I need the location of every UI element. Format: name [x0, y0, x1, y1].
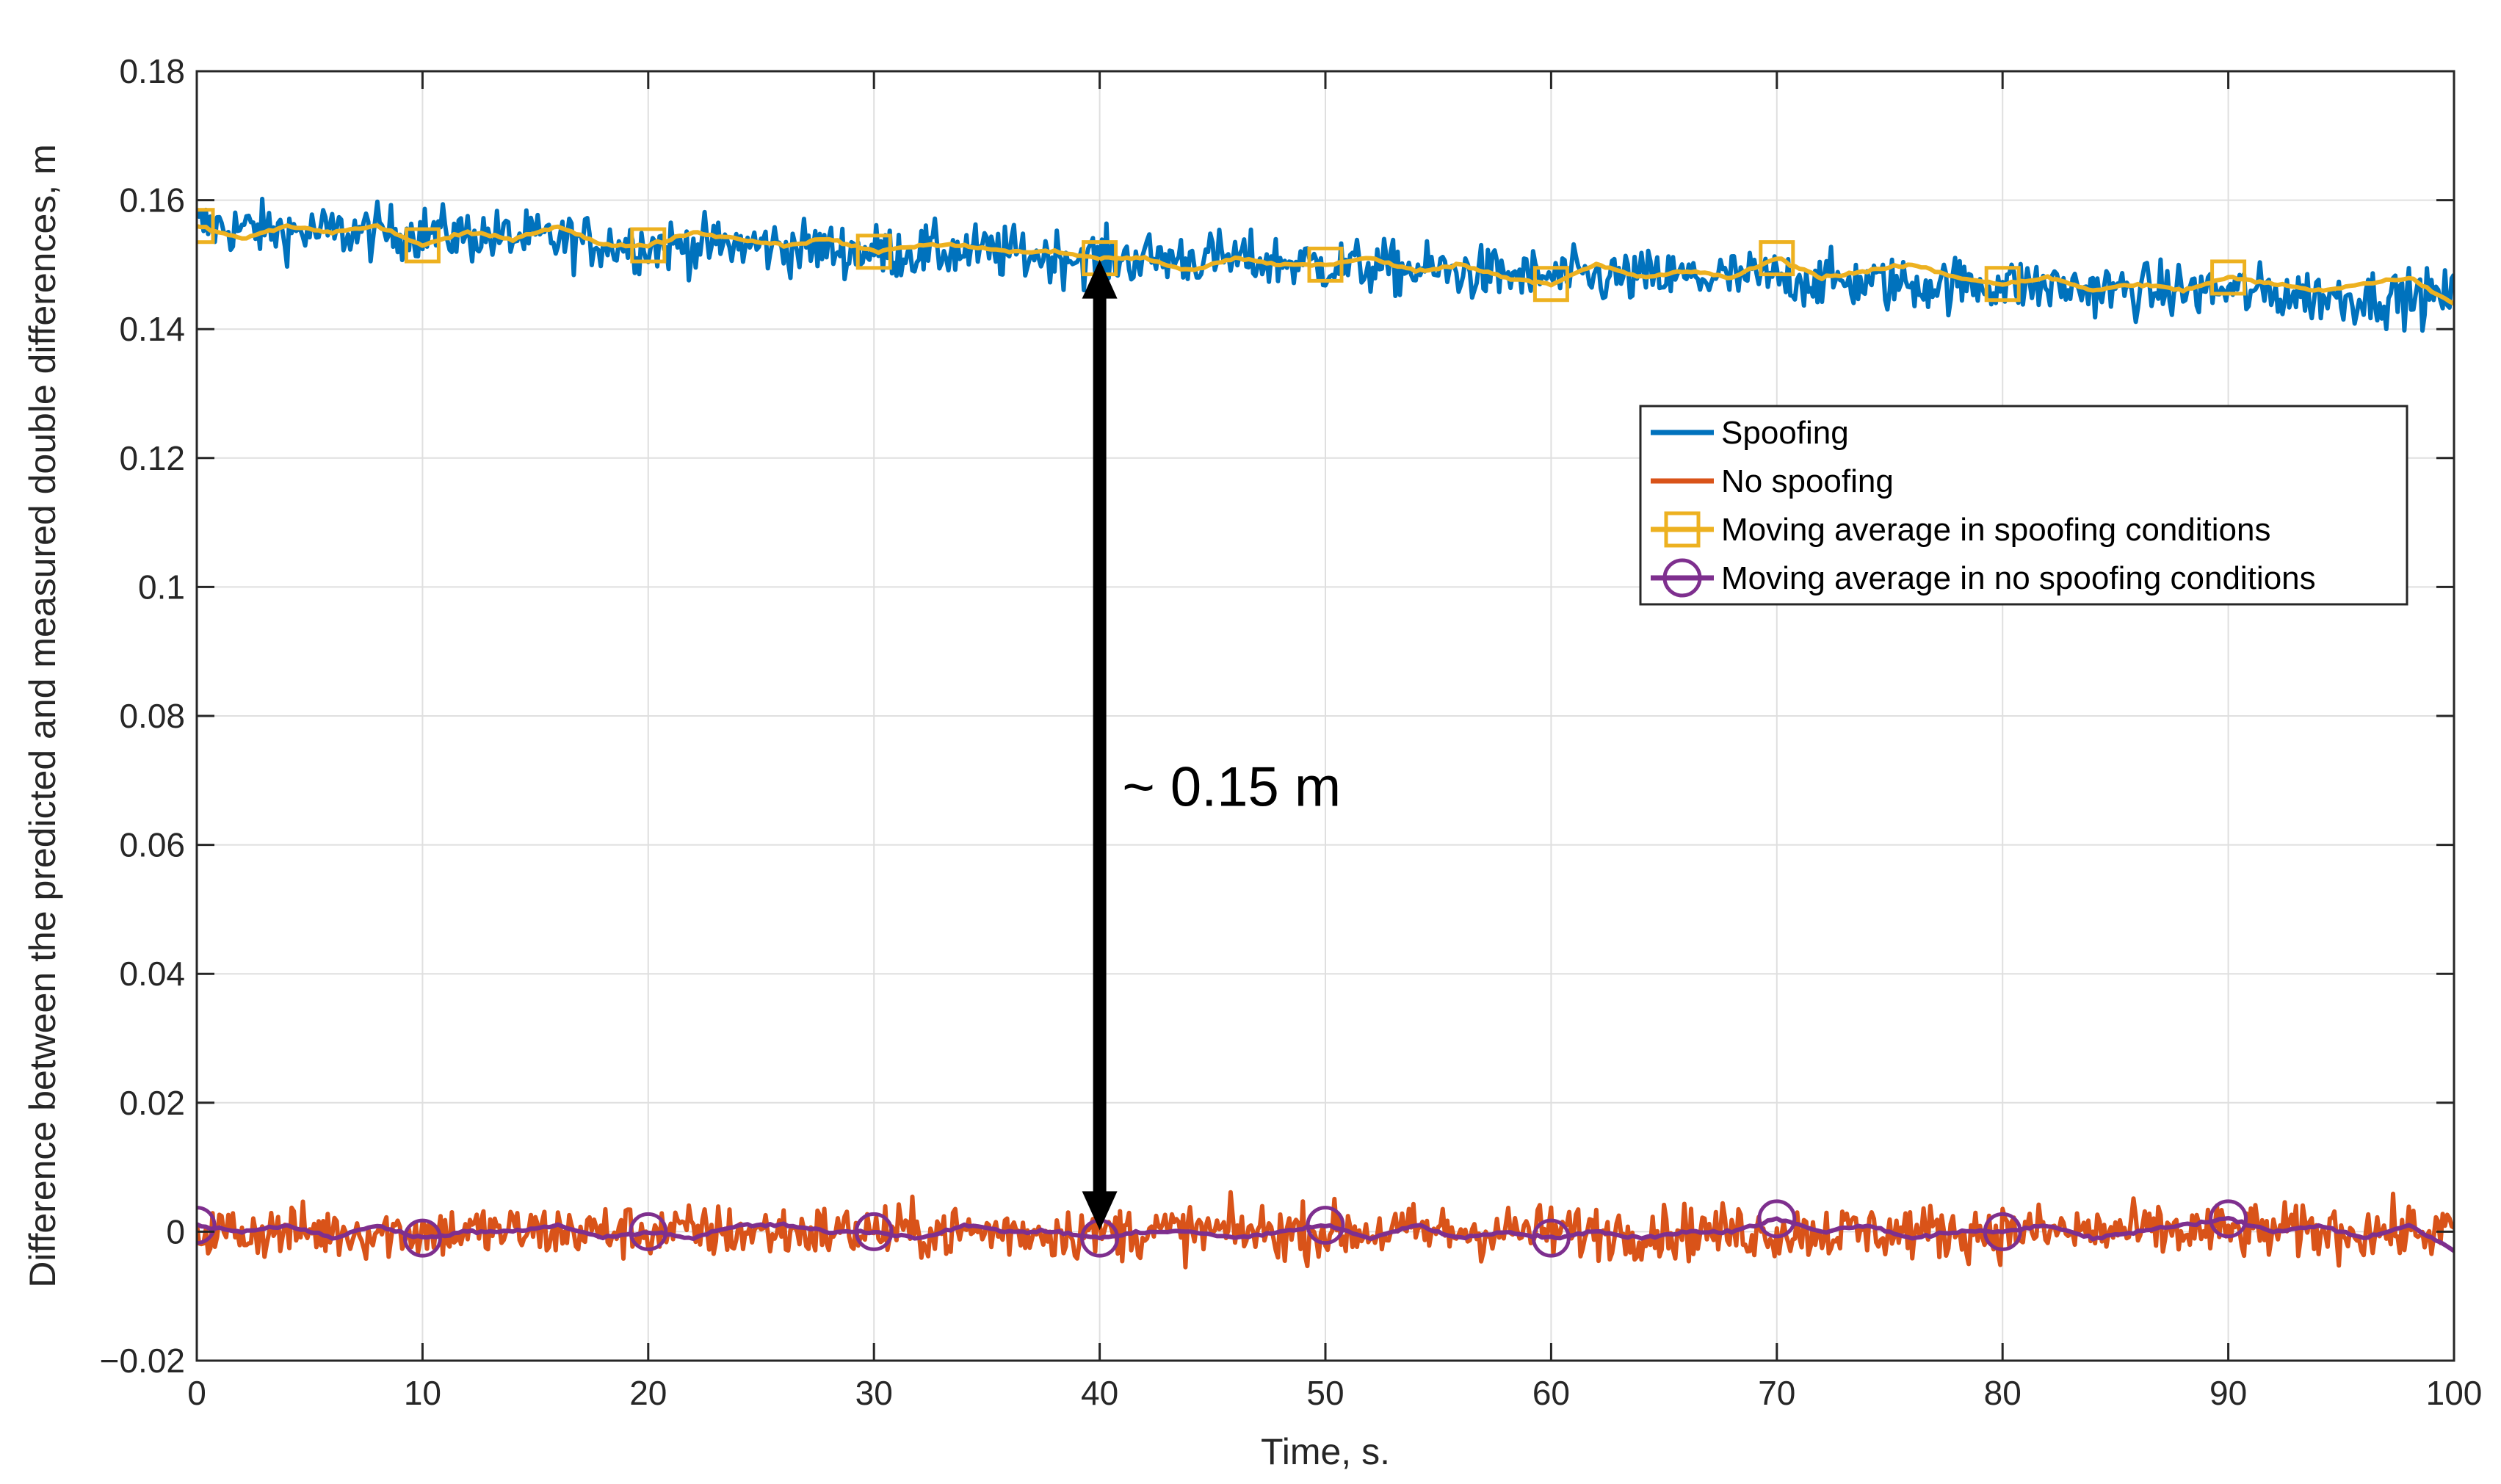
- data-point-square-marker: [1307, 246, 1344, 283]
- legend-box: [1639, 405, 2408, 606]
- data-point-circle-marker: [854, 1212, 894, 1251]
- series-line-moving-average-spoofing: [197, 223, 2454, 306]
- legend-entry-label: Moving average in no spoofing conditions: [1721, 560, 2316, 596]
- y-tick-label: 0.12: [119, 439, 185, 477]
- x-tick-label: 10: [404, 1374, 441, 1412]
- legend: Spoofing No spoofing Moving average in spo…: [1639, 405, 2408, 606]
- data-point-square-marker: [1532, 266, 1569, 303]
- data-point-circle-marker: [402, 1218, 442, 1258]
- arrow-head-bottom: [1082, 1191, 1118, 1231]
- y-tick-label: 0.04: [119, 955, 185, 993]
- data-point-square-marker: [2210, 259, 2247, 296]
- data-point-circle-marker: [1531, 1218, 1571, 1258]
- legend-entry-label: No spoofing: [1721, 463, 1894, 499]
- legend-entry-label: Moving average in spoofing conditions: [1721, 512, 2270, 548]
- y-tick-label: 0: [166, 1212, 185, 1250]
- data-point-circle-marker: [629, 1212, 668, 1251]
- data-point-circle-marker: [2209, 1199, 2248, 1239]
- x-axis-label: Time, s.: [1261, 1431, 1390, 1472]
- x-tick-label: 100: [2426, 1374, 2483, 1412]
- y-tick-label: 0.06: [119, 826, 185, 864]
- y-tick-label: 0.18: [119, 52, 185, 90]
- series-line-moving-average-no-spoofing: [197, 1216, 2454, 1253]
- data-point-square-marker: [404, 227, 441, 264]
- x-tick-label: 60: [1532, 1374, 1570, 1412]
- y-tick-label: −0.02: [100, 1342, 185, 1380]
- y-tick-label: 0.1: [138, 568, 185, 606]
- x-tick-label: 30: [855, 1374, 893, 1412]
- y-tick-label: 0.08: [119, 697, 185, 735]
- data-point-circle-marker: [197, 1206, 217, 1245]
- data-point-square-marker: [1759, 240, 1795, 277]
- y-tick-label: 0.16: [119, 181, 185, 220]
- x-tick-label: 40: [1081, 1374, 1118, 1412]
- x-tick-label: 70: [1758, 1374, 1795, 1412]
- annotations: ~ 0.15 m: [1082, 259, 1341, 1231]
- x-tick-label: 50: [1306, 1374, 1344, 1412]
- x-tick-label: 0: [187, 1374, 206, 1412]
- legend-circle-marker: [1662, 558, 1702, 598]
- y-tick-label: 0.14: [119, 310, 185, 348]
- data-point-square-marker: [855, 234, 892, 270]
- y-axis-label: Difference between the predicted and mea…: [22, 144, 63, 1287]
- legend-entry-label: Spoofing: [1721, 415, 1849, 451]
- x-tick-label: 80: [1984, 1374, 2022, 1412]
- data-point-square-marker: [630, 227, 667, 264]
- arrow-head-top: [1082, 259, 1118, 299]
- plot-area: [197, 196, 2454, 1270]
- axis-ticks: 0 10 20 30 40 50 60 70 80 90 100−0.0200.020.040.06…: [100, 52, 2483, 1412]
- x-tick-label: 20: [629, 1374, 667, 1412]
- legend-square-marker: [1664, 511, 1701, 548]
- data-point-circle-marker: [1306, 1206, 1345, 1245]
- data-point-square-marker: [1984, 266, 2021, 303]
- y-tick-label: 0.02: [119, 1084, 185, 1122]
- data-point-circle-marker: [1757, 1199, 1797, 1239]
- annotation-label: ~ 0.15 m: [1122, 756, 1341, 819]
- data-point-circle-marker: [1983, 1212, 2022, 1251]
- data-point-square-marker: [197, 208, 215, 245]
- x-tick-label: 90: [2209, 1374, 2247, 1412]
